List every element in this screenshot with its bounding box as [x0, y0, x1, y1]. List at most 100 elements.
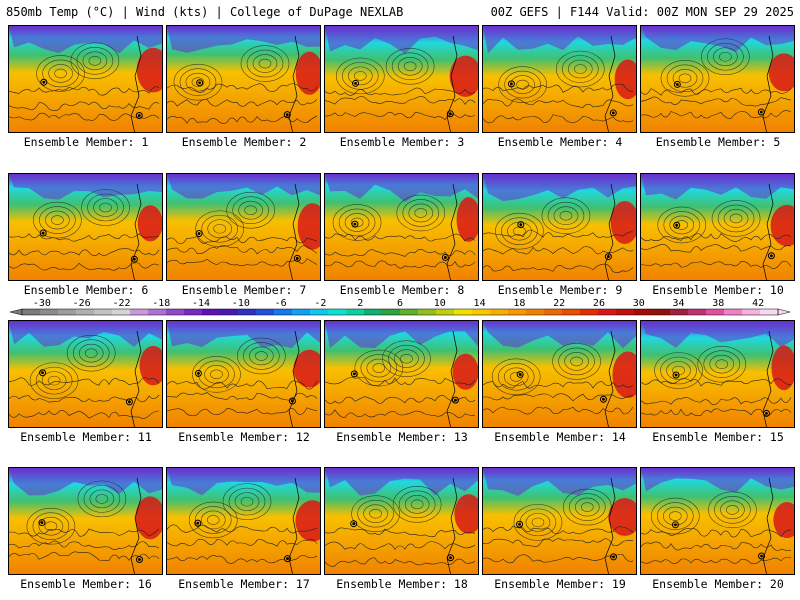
colorbar-tick-label: 10 [434, 298, 446, 309]
ensemble-member-map [482, 467, 637, 575]
ensemble-member-map [640, 320, 795, 428]
colorbar-tick-label: 34 [673, 298, 685, 309]
ensemble-member-label: Ensemble Member: 12 [178, 430, 310, 444]
ensemble-member-label: Ensemble Member: 7 [181, 283, 307, 297]
colorbar-swatch [166, 309, 185, 315]
colorbar-swatch [40, 309, 59, 315]
colorbar-swatch [94, 309, 113, 315]
colorbar-swatch [292, 309, 311, 315]
colorbar-tick-label: 26 [593, 298, 605, 309]
ensemble-member-map [324, 25, 479, 133]
ensemble-member-map [482, 173, 637, 281]
colorbar-tick-label: -30 [33, 298, 51, 309]
ensemble-member-label: Ensemble Member: 10 [652, 283, 784, 297]
ensemble-member-map [324, 173, 479, 281]
ensemble-member-label: Ensemble Member: 20 [652, 577, 784, 591]
ensemble-member-label: Ensemble Member: 18 [336, 577, 468, 591]
colorbar-swatch [688, 309, 707, 315]
colorbar-swatch [202, 309, 221, 315]
colorbar-swatch [76, 309, 95, 315]
colorbar-swatch [454, 309, 473, 315]
ensemble-member-label: Ensemble Member: 16 [20, 577, 152, 591]
ensemble-member-map [482, 320, 637, 428]
ensemble-member-map [8, 25, 163, 133]
ensemble-member-map [8, 320, 163, 428]
colorbar-swatch [526, 309, 545, 315]
colorbar-tick-label: 30 [633, 298, 645, 309]
colorbar-tick-label: 22 [553, 298, 565, 309]
colorbar-swatch [184, 309, 203, 315]
colorbar-swatch [22, 309, 41, 315]
colorbar-swatch [724, 309, 743, 315]
temperature-colorbar: -30 -26 -22 -18 -14 -10 -6 -2 2 6 10 14 18 22 26 30 34 38… [9, 298, 791, 316]
colorbar-swatch [670, 309, 689, 315]
ensemble-member-map [166, 25, 321, 133]
header-title: 850mb Temp (°C) | Wind (kts) | College o… [6, 5, 404, 19]
colorbar-swatch [148, 309, 167, 315]
colorbar-tick-label: 18 [513, 298, 525, 309]
ensemble-member-label: Ensemble Member: 4 [497, 135, 623, 149]
ensemble-member-map [640, 25, 795, 133]
colorbar-swatch [58, 309, 77, 315]
colorbar-swatch [400, 309, 419, 315]
colorbar-tick-label: -22 [112, 298, 130, 309]
colorbar-swatch [706, 309, 725, 315]
ensemble-member-map [8, 467, 163, 575]
ensemble-member-label: Ensemble Member: 6 [23, 283, 149, 297]
colorbar-tick-label: -6 [275, 298, 287, 309]
ensemble-member-label: Ensemble Member: 11 [20, 430, 152, 444]
ensemble-member-map [166, 320, 321, 428]
ensemble-member-label: Ensemble Member: 2 [181, 135, 307, 149]
colorbar-tick-label: 14 [474, 298, 486, 309]
colorbar-tick-label: -26 [73, 298, 91, 309]
colorbar-swatch [634, 309, 653, 315]
colorbar-swatch [346, 309, 365, 315]
colorbar-swatch [130, 309, 149, 315]
colorbar-tick-label: -2 [314, 298, 326, 309]
colorbar-swatch [364, 309, 383, 315]
ensemble-member-label: Ensemble Member: 9 [497, 283, 623, 297]
colorbar-swatch [310, 309, 329, 315]
colorbar-swatch [580, 309, 599, 315]
colorbar-max-arrow [777, 308, 791, 316]
colorbar-tick-label: 42 [752, 298, 764, 309]
colorbar-swatch [328, 309, 347, 315]
colorbar-swatch [562, 309, 581, 315]
colorbar-tick-label: 6 [397, 298, 403, 309]
ensemble-member-map [166, 173, 321, 281]
ensemble-member-label: Ensemble Member: 5 [655, 135, 781, 149]
ensemble-member-label: Ensemble Member: 3 [339, 135, 465, 149]
colorbar-swatch [220, 309, 239, 315]
colorbar-swatch [490, 309, 509, 315]
colorbar-swatch [274, 309, 293, 315]
ensemble-member-label: Ensemble Member: 14 [494, 430, 626, 444]
colorbar-min-arrow [9, 308, 23, 316]
colorbar-swatch [652, 309, 671, 315]
colorbar-swatch [436, 309, 455, 315]
colorbar-swatch [742, 309, 761, 315]
colorbar-swatch [382, 309, 401, 315]
colorbar-swatch [238, 309, 257, 315]
ensemble-member-map [640, 467, 795, 575]
ensemble-member-map [324, 320, 479, 428]
ensemble-member-map [8, 173, 163, 281]
ensemble-member-label: Ensemble Member: 15 [652, 430, 784, 444]
colorbar-tick-label: -10 [232, 298, 250, 309]
ensemble-member-label: Ensemble Member: 13 [336, 430, 468, 444]
ensemble-member-map [324, 467, 479, 575]
ensemble-member-label: Ensemble Member: 8 [339, 283, 465, 297]
colorbar-swatch [544, 309, 563, 315]
ensemble-member-label: Ensemble Member: 19 [494, 577, 626, 591]
ensemble-member-map [166, 467, 321, 575]
colorbar-tick-label: -14 [192, 298, 210, 309]
colorbar-tick-label: -18 [152, 298, 170, 309]
colorbar-swatch [760, 309, 779, 315]
colorbar-swatch [616, 309, 635, 315]
ensemble-member-label: Ensemble Member: 17 [178, 577, 310, 591]
colorbar-tick-label: 2 [357, 298, 363, 309]
colorbar-swatch [256, 309, 275, 315]
colorbar-swatch [112, 309, 131, 315]
ensemble-member-map [640, 173, 795, 281]
ensemble-member-map [482, 25, 637, 133]
